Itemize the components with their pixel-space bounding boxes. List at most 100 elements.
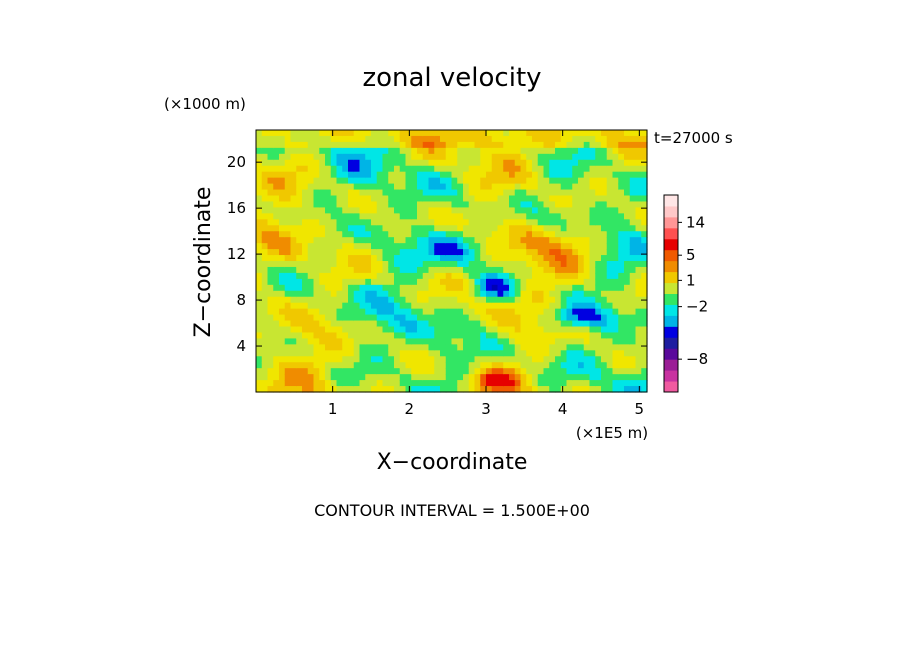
field-cell [601, 237, 608, 244]
field-cell [307, 159, 315, 167]
field-cell [290, 189, 297, 197]
field-cell [330, 141, 338, 149]
field-cell [601, 207, 608, 214]
field-cell [589, 278, 596, 286]
field-cell [434, 261, 441, 268]
field-cell [451, 159, 458, 167]
field-cell [307, 380, 315, 387]
field-cell [353, 195, 361, 203]
field-cell [279, 261, 286, 268]
field-cell [468, 284, 476, 292]
field-cell [578, 332, 585, 339]
field-cell [261, 266, 269, 274]
field-cell [566, 266, 573, 274]
field-cell [606, 290, 614, 298]
field-cell [405, 183, 412, 191]
field-cell [589, 374, 596, 381]
field-cell [353, 201, 361, 208]
field-cell [279, 350, 286, 357]
field-cell [394, 135, 401, 143]
field-cell [382, 272, 389, 280]
field-cell [434, 386, 441, 393]
field-cell [526, 380, 533, 387]
field-cell [342, 147, 349, 155]
field-cell [261, 171, 269, 179]
field-cell [549, 177, 556, 185]
field-cell [434, 135, 441, 143]
field-cell [618, 314, 625, 322]
field-cell [601, 326, 608, 334]
field-cell [261, 290, 269, 298]
field-cell [365, 338, 372, 345]
field-cell [612, 207, 619, 214]
field-cell [353, 213, 361, 220]
field-cell [394, 177, 401, 185]
field-cell [325, 243, 332, 250]
field-cell [457, 201, 464, 208]
field-cell [566, 243, 573, 250]
field-cell [537, 308, 545, 316]
field-cell [532, 219, 539, 226]
field-cell [428, 261, 435, 268]
field-cell [428, 147, 435, 155]
field-cell [618, 249, 625, 256]
field-cell [474, 320, 481, 328]
field-cell [606, 207, 614, 214]
field-cell [601, 350, 608, 357]
field-cell [284, 147, 292, 155]
field-cell [583, 320, 591, 328]
field-cell [371, 189, 378, 197]
field-cell [641, 356, 648, 363]
field-cell [486, 320, 493, 328]
field-cell [595, 141, 602, 149]
field-cell [635, 153, 642, 161]
field-cell [601, 243, 608, 250]
field-cell [405, 141, 412, 149]
field-cell [457, 368, 464, 375]
field-cell [532, 213, 539, 220]
field-cell [491, 237, 499, 244]
field-cell [572, 362, 579, 369]
field-cell [578, 195, 585, 203]
field-cell [267, 243, 274, 250]
field-cell [468, 255, 476, 262]
field-cell [325, 332, 332, 339]
field-cell [549, 356, 556, 363]
field-cell [440, 237, 447, 244]
field-cell [595, 332, 602, 339]
field-cell [336, 183, 343, 191]
field-cell [388, 374, 395, 381]
field-cell [520, 189, 527, 197]
field-cell [428, 368, 435, 375]
field-cell [537, 231, 545, 238]
field-cell [509, 374, 516, 381]
field-cell [526, 290, 533, 298]
field-cell [606, 350, 614, 357]
field-cell [486, 243, 493, 250]
field-cell [543, 225, 550, 232]
field-cell [290, 213, 297, 220]
field-cell [330, 237, 338, 244]
field-cell [618, 362, 625, 369]
field-cell [514, 141, 522, 149]
field-cell [566, 314, 573, 322]
field-cell [279, 135, 286, 143]
field-cell [595, 374, 602, 381]
field-cell [336, 308, 343, 316]
field-cell [612, 362, 619, 369]
field-cell [606, 326, 614, 334]
field-cell [601, 255, 608, 262]
field-cell [319, 159, 326, 167]
field-cell [422, 308, 430, 316]
field-cell [601, 189, 608, 197]
field-cell [428, 255, 435, 262]
field-cell [273, 320, 280, 328]
field-cell [267, 177, 274, 185]
field-cell [319, 296, 326, 304]
field-cell [555, 243, 562, 250]
field-cell [601, 147, 608, 155]
field-cell [279, 296, 286, 304]
field-cell [503, 189, 510, 197]
field-cell [325, 219, 332, 226]
